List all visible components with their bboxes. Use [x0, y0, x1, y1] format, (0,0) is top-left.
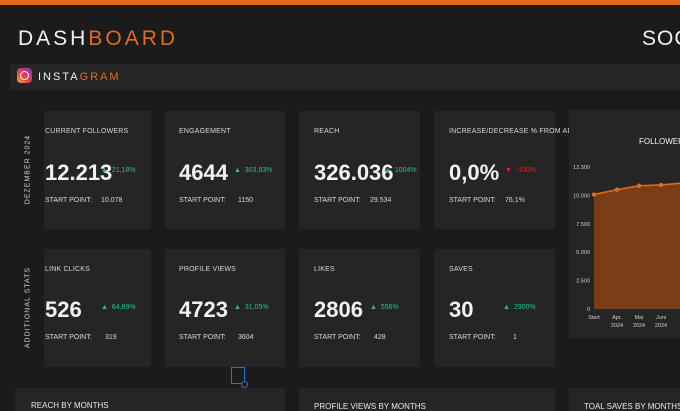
- kpi-value: 326.036: [314, 160, 394, 185]
- kpi-change: ▲ 303,83%: [234, 167, 273, 174]
- x-tick-label-year: 2024: [655, 323, 667, 329]
- kpi-label: PROFILE VIEWS: [179, 266, 237, 273]
- kpi-card-reach: REACH 326.036 ▲ 1004% START POINT: 29.53…: [299, 111, 420, 229]
- kpi-value: 526: [45, 297, 82, 322]
- y-tick-label: 12.500: [573, 165, 590, 171]
- y-tick-label: 2.500: [576, 279, 590, 285]
- x-tick-label: Juni: [656, 315, 666, 321]
- start-point-value: 428: [374, 334, 386, 341]
- kpi-label: LIKES: [314, 266, 335, 273]
- data-point: [614, 187, 620, 192]
- start-point-label: START POINT:: [449, 334, 496, 341]
- start-point-label: START POINT:: [179, 334, 226, 341]
- kpi-card-current-followers: CURRENT FOLLOWERS 12.213 ▲ 21,18% START …: [44, 111, 151, 229]
- y-tick-label: 10.000: [573, 193, 590, 199]
- kpi-value: 30: [449, 297, 474, 322]
- kpi-label: CURRENT FOLLOWERS: [45, 128, 129, 135]
- kpi-card-engagement: ENGAGEMENT 4644 ▲ 303,83% START POINT: 1…: [165, 111, 285, 229]
- kpi-change: ▼ -100%: [505, 167, 537, 174]
- kpi-change: ▲ 64,89%: [101, 304, 136, 311]
- kpi-value: 4723: [179, 297, 228, 322]
- profile-views-by-months-panel: PROFILE VIEWS BY MONTHS: [299, 388, 555, 411]
- kpi-card-ads-change: INCREASE/DECREASE % FROM ADS 0,0% ▼ -100…: [434, 111, 577, 229]
- panel-title: PROFILE VIEWS BY MONTHS: [314, 402, 426, 411]
- y-tick-label: 0: [587, 307, 590, 313]
- kpi-change: ▲ 556%: [370, 304, 399, 311]
- kpi-value: 0,0%: [449, 160, 500, 185]
- dashboard-title: DASHBOARD: [18, 27, 179, 50]
- start-point-label: START POINT:: [179, 197, 226, 204]
- panel-title: TOAL SAVES BY MONTHS: [584, 402, 680, 411]
- social-title: SOCIA: [642, 27, 680, 50]
- instagram-label: INSTAGRAM: [38, 71, 121, 83]
- kpi-card-profile-views: PROFILE VIEWS 4723 ▲ 31,05% START POINT:…: [165, 249, 285, 367]
- kpi-label: SAVES: [449, 266, 473, 273]
- start-point-label: START POINT:: [314, 197, 361, 204]
- x-tick-label: Mai: [635, 315, 644, 321]
- followers-area: [594, 183, 680, 309]
- start-point-value: 3604: [238, 334, 254, 341]
- start-point-label: START POINT:: [45, 197, 92, 204]
- panel-title: REACH BY MONTHS: [31, 401, 109, 410]
- period-label: DEZEMBER 2024: [24, 134, 32, 205]
- start-point-value: 319: [105, 334, 117, 341]
- y-tick-label: 5.000: [576, 250, 590, 256]
- kpi-value: 2806: [314, 297, 363, 322]
- additional-stats-label: ADDITIONAL STATS: [24, 266, 32, 349]
- kpi-value: 12.213: [45, 160, 113, 185]
- kpi-label: INCREASE/DECREASE % FROM ADS: [449, 128, 578, 135]
- kpi-card-saves: SAVES 30 ▲ 2900% START POINT: 1: [434, 249, 555, 367]
- saves-by-months-panel: TOAL SAVES BY MONTHS: [569, 388, 680, 411]
- start-point-label: START POINT:: [314, 334, 361, 341]
- kpi-change: ▲ 21,18%: [101, 167, 136, 174]
- selection-handle-box[interactable]: [231, 367, 245, 384]
- resize-handle[interactable]: [241, 381, 248, 388]
- x-tick-label: Apr.: [612, 315, 622, 321]
- followers-chart: FOLLOWERS 12.500 10.000 7.500 5.000 2.500 0 Sta…: [573, 137, 680, 329]
- kpi-label: LINK CLICKS: [45, 266, 90, 273]
- followers-chart-card: FOLLOWERS 12.500 10.000 7.500 5.000 2.500 0 Sta…: [569, 110, 680, 338]
- start-point-value: 76,1%: [505, 197, 525, 204]
- data-point: [658, 182, 664, 188]
- data-point: [636, 183, 642, 188]
- kpi-value: 4644: [179, 160, 228, 185]
- kpi-label: ENGAGEMENT: [179, 128, 231, 135]
- instagram-icon: [17, 68, 32, 83]
- top-accent-bar: [0, 0, 680, 5]
- start-point-label: START POINT:: [449, 197, 496, 204]
- start-point-value: 29.534: [370, 197, 392, 204]
- kpi-change: ▲ 1004%: [384, 167, 417, 174]
- start-point-label: START POINT:: [45, 334, 92, 341]
- x-tick-label: Start: [588, 315, 600, 321]
- instagram-section-bar: INSTAGRAM: [10, 64, 680, 90]
- x-tick-label-year: 2024: [611, 323, 623, 329]
- start-point-value: 1: [513, 334, 517, 341]
- start-point-value: 1150: [238, 197, 254, 204]
- kpi-label: REACH: [314, 128, 340, 135]
- kpi-change: ▲ 31,05%: [234, 304, 269, 311]
- x-tick-label-year: 2024: [633, 323, 645, 329]
- data-point: [591, 192, 597, 197]
- kpi-card-likes: LIKES 2806 ▲ 556% START POINT: 428: [299, 249, 420, 367]
- kpi-change: ▲ 2900%: [503, 304, 536, 311]
- header: DASHBOARD SOCIA: [0, 5, 680, 60]
- start-point-value: 10.078: [101, 197, 123, 204]
- y-tick-label: 7.500: [576, 222, 590, 228]
- chart-title: FOLLOWERS: [639, 137, 680, 146]
- reach-by-months-panel: REACH BY MONTHS: [15, 388, 285, 411]
- kpi-card-link-clicks: LINK CLICKS 526 ▲ 64,89% START POINT: 31…: [44, 249, 151, 367]
